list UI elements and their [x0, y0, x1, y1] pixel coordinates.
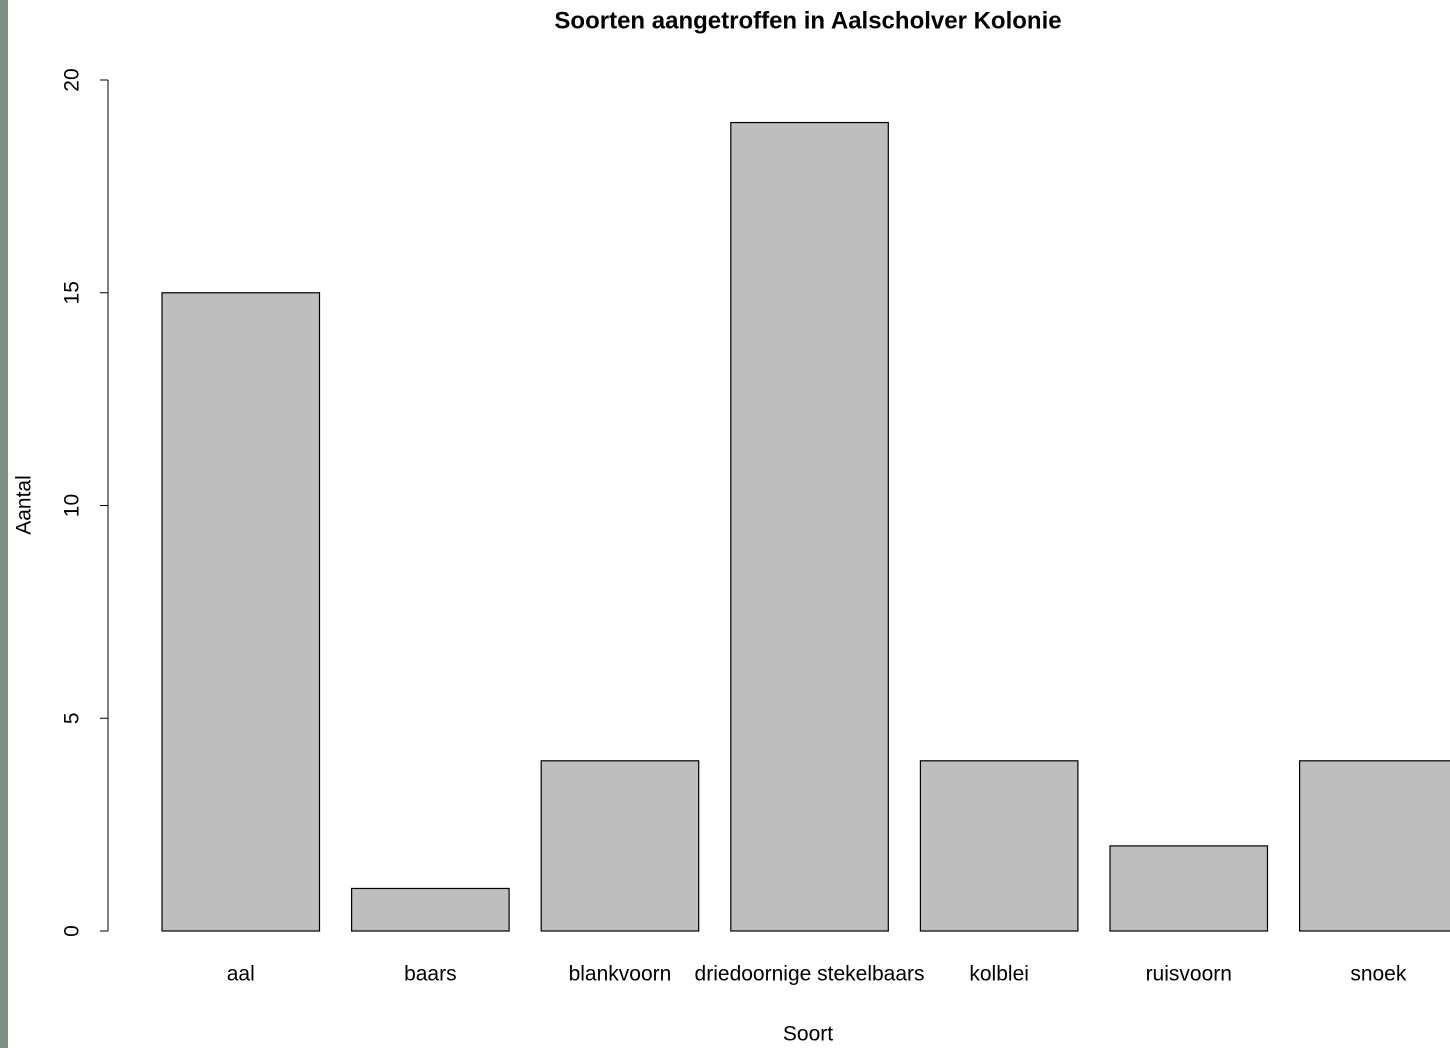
x-axis-label: Soort	[783, 1023, 833, 1046]
bar	[730, 121, 889, 932]
bar	[1298, 760, 1450, 932]
x-tick-label: ruisvoorn	[1146, 963, 1232, 986]
y-tick-label: 20	[61, 68, 84, 91]
bar	[1109, 845, 1269, 932]
y-axis-label: Aantal	[13, 475, 36, 535]
x-tick-label: snoek	[1350, 963, 1407, 986]
left-edge-strip	[0, 0, 8, 1048]
x-tick-label: blankvoorn	[569, 963, 672, 986]
x-tick-label: baars	[404, 963, 457, 986]
bar	[351, 887, 510, 932]
x-tick-label: kolblei	[969, 963, 1029, 986]
x-tick-label: aal	[227, 963, 255, 986]
y-tick-label: 0	[61, 925, 84, 937]
y-tick-label: 15	[61, 281, 84, 304]
chart-title: Soorten aangetroffen in Aalscholver Kolo…	[554, 7, 1061, 34]
bar	[540, 760, 700, 932]
bar	[919, 760, 1079, 932]
x-tick-label: driedoornige stekelbaars	[695, 963, 925, 986]
y-tick-label: 10	[61, 494, 84, 517]
bar	[161, 292, 321, 932]
y-tick-label: 5	[61, 712, 84, 724]
